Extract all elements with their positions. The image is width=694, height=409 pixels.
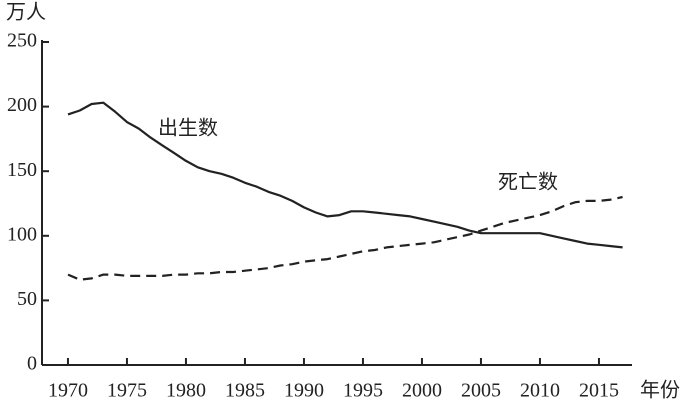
series-line [67, 101, 623, 249]
x-tick-label: 2000 [402, 380, 442, 402]
x-tick-label: 1970 [48, 380, 88, 402]
y-unit: 万人 [6, 1, 46, 24]
series-label: 出生数 [158, 117, 218, 140]
x-tick-label: 1990 [284, 380, 324, 402]
x-tick-label: 1995 [343, 380, 383, 402]
series-label: 死亡数 [498, 171, 558, 194]
y-tick-label: 100 [7, 223, 37, 245]
x-tick-label: 2005 [461, 380, 501, 402]
x-tick-label: 1975 [107, 380, 147, 402]
y-tick-label: 200 [7, 94, 37, 116]
x-tick-label: 2015 [579, 380, 619, 402]
x-tick-label: 1980 [166, 380, 206, 402]
x-tick-label: 2010 [520, 380, 560, 402]
y-tick-label: 250 [7, 30, 37, 52]
x-axis-label: 年份 [640, 379, 680, 402]
series-line [67, 195, 623, 281]
y-tick-label: 150 [7, 159, 37, 181]
y-tick-label: 0 [27, 353, 37, 375]
x-tick-label: 1985 [225, 380, 265, 402]
y-tick-label: 50 [17, 288, 37, 310]
